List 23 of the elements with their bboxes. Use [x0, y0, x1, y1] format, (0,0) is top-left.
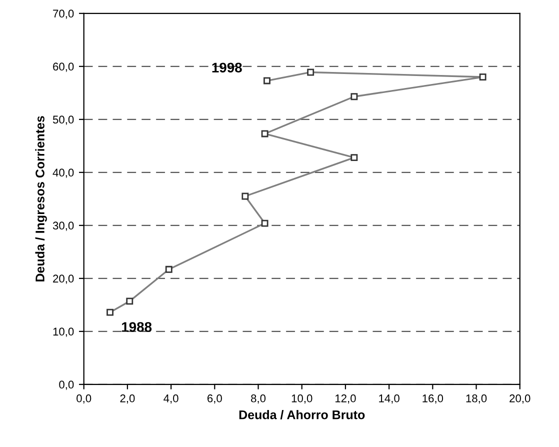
y-axis-title: Deuda / Ingresos Corrientes — [35, 116, 47, 282]
x-tick-label: 10,0 — [292, 394, 312, 404]
annotation: 1998 — [212, 62, 242, 73]
x-tick-label: 18,0 — [466, 394, 487, 404]
x-tick-label: 14,0 — [379, 394, 400, 404]
x-tick-label: 4,0 — [164, 394, 178, 404]
x-tick-label: 8,0 — [251, 394, 266, 404]
y-tick-label: 20,0 — [53, 274, 74, 284]
y-tick-label: 10,0 — [53, 328, 74, 337]
y-tick-label: 70,0 — [53, 10, 74, 19]
y-tick-label: 0,0 — [59, 380, 74, 390]
y-tick-label: 40,0 — [52, 168, 74, 178]
x-tick-label: 20,0 — [510, 394, 530, 404]
x-tick-label: 12,0 — [336, 394, 356, 404]
annotation: 1988 — [122, 322, 152, 332]
x-tick-label: 2,0 — [120, 394, 135, 404]
y-tick-label: 60,0 — [53, 62, 74, 72]
y-tick-label: 30,0 — [52, 222, 74, 231]
x-tick-label: 0,0 — [76, 394, 92, 404]
x-axis-title: Deuda / Ahorro Bruto — [239, 410, 365, 420]
y-tick-label: 50,0 — [52, 116, 74, 125]
x-tick-label: 16,0 — [422, 394, 444, 404]
x-tick-label: 6,0 — [208, 394, 222, 404]
